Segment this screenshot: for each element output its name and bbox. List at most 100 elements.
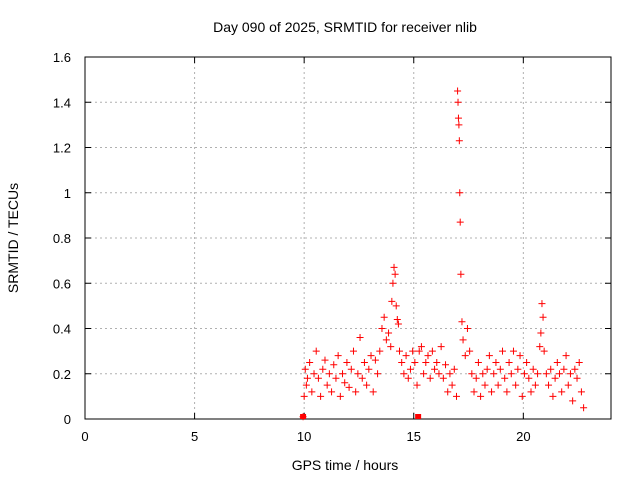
data-point [549, 392, 557, 400]
data-point [306, 358, 314, 366]
data-point [420, 370, 428, 378]
data-point [343, 358, 351, 366]
data-point [477, 392, 485, 400]
data-point [302, 381, 310, 389]
data-point [367, 352, 375, 360]
data-point [555, 370, 563, 378]
data-point [332, 374, 340, 382]
data-point [547, 365, 555, 373]
x-tick-label: 0 [81, 429, 88, 444]
data-point [539, 313, 547, 321]
data-point [450, 365, 458, 373]
data-point [435, 370, 443, 378]
grid [85, 57, 611, 419]
data-point [310, 370, 318, 378]
data-point [560, 365, 568, 373]
x-tick-label: 15 [407, 429, 421, 444]
y-tick-label: 0.4 [53, 322, 71, 337]
x-tick-label: 10 [297, 429, 311, 444]
y-tick-label: 0 [64, 412, 71, 427]
baseline-marker [300, 414, 307, 419]
data-point [501, 374, 509, 382]
data-point [428, 347, 436, 355]
data-point [303, 374, 311, 382]
data-point [538, 300, 546, 308]
y-axis-label: SRMTID / TECUs [5, 183, 21, 293]
data-point [393, 315, 401, 323]
data-point [442, 361, 450, 369]
data-point [325, 370, 333, 378]
data-point [494, 381, 502, 389]
data-point [531, 381, 539, 389]
data-point [529, 365, 537, 373]
data-point [496, 365, 504, 373]
data-point [392, 302, 400, 310]
data-point [360, 358, 368, 366]
data-point [455, 121, 463, 129]
data-point [492, 358, 500, 366]
data-point [537, 329, 545, 337]
data-point [455, 137, 463, 145]
data-point [499, 347, 507, 355]
data-point [505, 358, 513, 366]
data-point [562, 352, 570, 360]
axis-ticks: 0 5 10 15 20 0 0.2 0.4 0.6 0.8 1 1.2 1.4 1.6 [53, 50, 611, 444]
data-point [437, 343, 445, 351]
y-tick-label: 1.4 [53, 95, 71, 110]
data-point [457, 270, 465, 278]
data-point [411, 358, 419, 366]
data-point [454, 114, 462, 122]
data-point [481, 381, 489, 389]
data-point [336, 392, 344, 400]
data-point [376, 347, 384, 355]
data-point [365, 365, 373, 373]
data-point [448, 381, 456, 389]
data-point [534, 370, 542, 378]
data-point [545, 381, 553, 389]
data-point [382, 336, 390, 344]
data-point [468, 370, 476, 378]
data-point [323, 381, 331, 389]
data-point [433, 358, 441, 366]
data-point [551, 374, 559, 382]
y-tick-label: 0.8 [53, 231, 71, 246]
data-point [426, 374, 434, 382]
data-point [525, 374, 533, 382]
data-point [503, 388, 511, 396]
data-point [536, 343, 544, 351]
data-point [564, 381, 572, 389]
data-point [523, 358, 531, 366]
data-point [417, 343, 425, 351]
x-tick-label: 20 [516, 429, 530, 444]
data-point [444, 388, 452, 396]
data-point [474, 358, 482, 366]
data-point [378, 325, 386, 332]
data-point [516, 352, 524, 360]
data-point [558, 388, 566, 396]
data-point [415, 347, 423, 355]
data-point [463, 325, 471, 332]
data-point [514, 365, 522, 373]
data-point [371, 356, 379, 364]
y-tick-label: 0.6 [53, 276, 71, 291]
data-point [507, 370, 515, 378]
data-point [314, 374, 322, 382]
data-point [349, 347, 357, 355]
data-point [404, 374, 412, 382]
data-point [369, 388, 377, 396]
data-point [553, 358, 561, 366]
data-point [400, 370, 408, 378]
data-point [483, 365, 491, 373]
data-point [308, 388, 316, 396]
data-point [396, 347, 404, 355]
data-point [431, 365, 439, 373]
data-point [458, 318, 466, 326]
data-point [571, 365, 579, 373]
data-point [461, 352, 469, 360]
data-point [328, 388, 336, 396]
x-tick-label: 5 [191, 429, 198, 444]
data-point [387, 343, 395, 351]
data-point [321, 356, 329, 364]
data-point [575, 358, 583, 366]
